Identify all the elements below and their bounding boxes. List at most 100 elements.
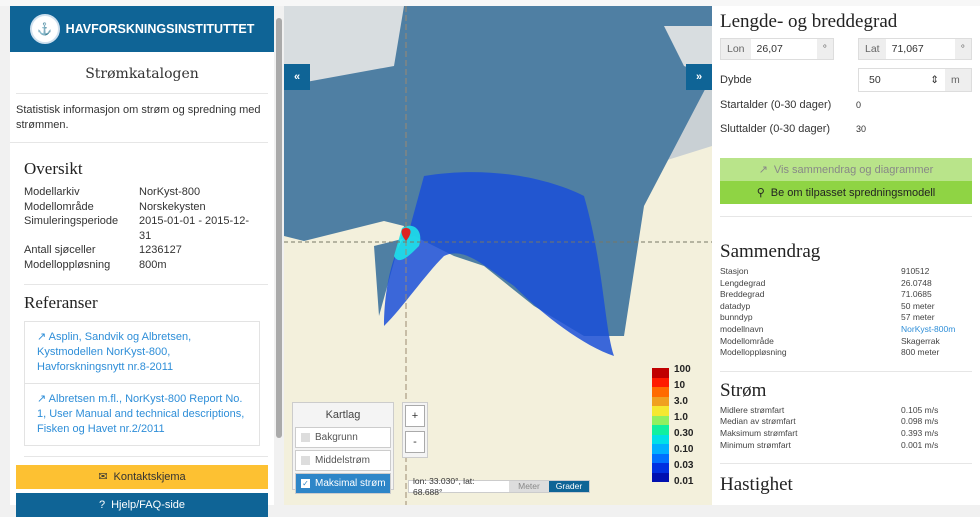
item-label: Breddegrad — [720, 289, 765, 300]
left-scrollbar[interactable] — [274, 6, 284, 505]
compass-icon: ⚲ — [756, 186, 765, 199]
item-label: Minimum strømfart — [720, 439, 791, 450]
item-label: Modelloppløsning — [24, 258, 111, 271]
item-label: Lengdegrad — [720, 277, 766, 288]
item-value: NorKyst-800 — [139, 186, 201, 198]
item-label: Midlere strømfart — [720, 404, 785, 415]
references-list: ↗ Asplin, Sandvik og Albretsen, Kystmode… — [24, 321, 260, 446]
layer-option[interactable]: Middelstrøm — [295, 450, 391, 471]
color-swatch — [652, 377, 669, 387]
summary-title: Sammendrag — [720, 241, 821, 262]
coords-title: Lengde- og breddegrad — [720, 11, 898, 32]
help-button[interactable]: ? Hjelp/FAQ-side — [16, 493, 268, 517]
location-marker-icon[interactable] — [401, 228, 411, 241]
legend-label: 0.03 — [674, 460, 694, 471]
zoom-out-button[interactable]: - — [405, 431, 425, 453]
depth-input[interactable]: 50 — [869, 74, 881, 86]
color-swatch — [652, 415, 669, 425]
overview-section: Oversikt Modellarkiv NorKyst-800 Modellomr… — [10, 143, 274, 272]
legend-label: 0.10 — [674, 444, 694, 455]
brand-header[interactable]: ⚓ HAVFORSKNINGSINSTITUTTET — [10, 6, 274, 52]
depth-label: Dybde — [720, 74, 752, 86]
lat-input-group: Lat 71,067 ° — [858, 38, 972, 60]
legend-label: 3.0 — [674, 396, 688, 407]
item-value: 50 meter — [901, 300, 935, 311]
lon-input-group: Lon 26,07 ° — [720, 38, 834, 60]
color-swatch — [652, 434, 669, 444]
map-view[interactable]: « » Kartlag Bakgrunn Middelstrøm ✓ Maksimal… — [284, 6, 712, 505]
legend-label: 100 — [674, 364, 691, 375]
divider — [720, 216, 972, 217]
legend-label: 0.01 — [674, 476, 694, 487]
color-swatch — [652, 387, 669, 397]
divider — [720, 370, 972, 372]
coordinate-readout: lon: 33.030°, lat: 68.688° — [413, 475, 475, 497]
description: Statistisk informasjon om strøm og spred… — [10, 94, 268, 143]
contact-button[interactable]: ✉ Kontaktskjema — [16, 465, 268, 489]
checkbox[interactable] — [301, 433, 310, 442]
reference-link[interactable]: ↗ Asplin, Sandvik og Albretsen, Kystmode… — [25, 322, 259, 384]
item-value[interactable]: NorKyst-800m — [901, 323, 956, 334]
question-icon: ? — [98, 499, 106, 511]
lat-input[interactable]: 71,067 — [891, 43, 924, 55]
checkbox[interactable] — [301, 456, 310, 465]
item-value: 2015-01-01 - 2015-12-31 — [139, 215, 250, 242]
end-age-label: Sluttalder (0-30 dager) — [720, 123, 831, 135]
speed-title: Hastighet — [720, 474, 793, 496]
item-value: 0.105 m/s — [901, 404, 939, 415]
layer-label: Bakgrunn — [315, 431, 358, 443]
item-value: 1236127 — [139, 244, 182, 256]
item-value: 0.001 m/s — [901, 439, 939, 450]
right-panel: Lengde- og breddegrad Lon 26,07 ° Lat 71,06… — [712, 6, 980, 505]
end-age-value[interactable]: 30 — [856, 124, 867, 134]
color-swatch — [652, 472, 669, 482]
collapse-left-button[interactable]: « — [284, 64, 310, 90]
layer-option[interactable]: Bakgrunn — [295, 427, 391, 448]
map-canvas — [284, 6, 712, 505]
spinner-icon[interactable]: ⇕ — [930, 74, 939, 86]
lon-input[interactable]: 26,07 — [756, 43, 783, 55]
external-link-icon: ↗ — [37, 393, 49, 405]
lat-unit: ° — [954, 39, 971, 59]
item-label: modellnavn — [720, 323, 764, 334]
item-value: 0.098 m/s — [901, 416, 939, 427]
coordinate-bar: lon: 33.030°, lat: 68.688° Meter Grader — [408, 476, 590, 497]
unit-degrees-button[interactable]: Grader — [549, 481, 589, 492]
color-swatch — [652, 425, 669, 435]
color-swatch — [652, 453, 669, 463]
checkbox[interactable]: ✓ — [301, 479, 310, 488]
depth-unit: m — [945, 69, 971, 91]
depth-input-group: 50 ⇕ m — [858, 68, 972, 92]
divider — [24, 456, 268, 457]
lon-label: Lon — [721, 39, 751, 59]
item-label: Stasjon — [720, 266, 749, 276]
show-summary-button[interactable]: ↗ Vis sammendrag og diagrammer — [720, 158, 972, 181]
reference-text: Asplin, Sandvik og Albretsen, Kystmodell… — [37, 331, 192, 373]
zoom-in-button[interactable]: + — [405, 405, 425, 427]
start-age-value[interactable]: 0 — [856, 100, 862, 110]
envelope-icon: ✉ — [98, 471, 108, 483]
item-label: Modellområde — [720, 335, 774, 346]
layer-panel-title: Kartlag — [325, 409, 361, 421]
item-label: Modelloppløsning — [720, 347, 787, 358]
page-title: Strømkatalogen — [16, 52, 268, 94]
reference-link[interactable]: ↗ Albretsen m.fl., NorKyst-800 Report No… — [25, 384, 259, 445]
divider — [720, 463, 972, 465]
request-model-button[interactable]: ⚲ Be om tilpasset spredningsmodell — [720, 181, 972, 204]
item-label: Antall sjøceller — [24, 244, 96, 256]
item-label: Simuleringsperiode — [24, 215, 119, 227]
collapse-right-button[interactable]: » — [686, 64, 712, 90]
lat-label: Lat — [859, 39, 886, 59]
unit-meter-button[interactable]: Meter — [509, 481, 549, 492]
reference-text: Albretsen m.fl., NorKyst-800 Report No. … — [37, 393, 245, 435]
brand-name: HAVFORSKNINGSINSTITUTTET — [65, 22, 255, 36]
layer-option[interactable]: ✓ Maksimal strøm — [295, 473, 391, 494]
summary-list: Stasjon 910512 Lengdegrad 26.0748 Breddegrad… — [720, 266, 972, 359]
legend-label: 1.0 — [674, 412, 688, 423]
current-plume — [384, 172, 614, 356]
item-label: datadyp — [720, 300, 751, 311]
color-swatch — [652, 444, 669, 454]
item-value: 57 meter — [901, 312, 935, 323]
item-label: Median av strømfart — [720, 416, 796, 427]
overview-list: Modellarkiv NorKyst-800 Modellområde Norske… — [24, 185, 260, 272]
